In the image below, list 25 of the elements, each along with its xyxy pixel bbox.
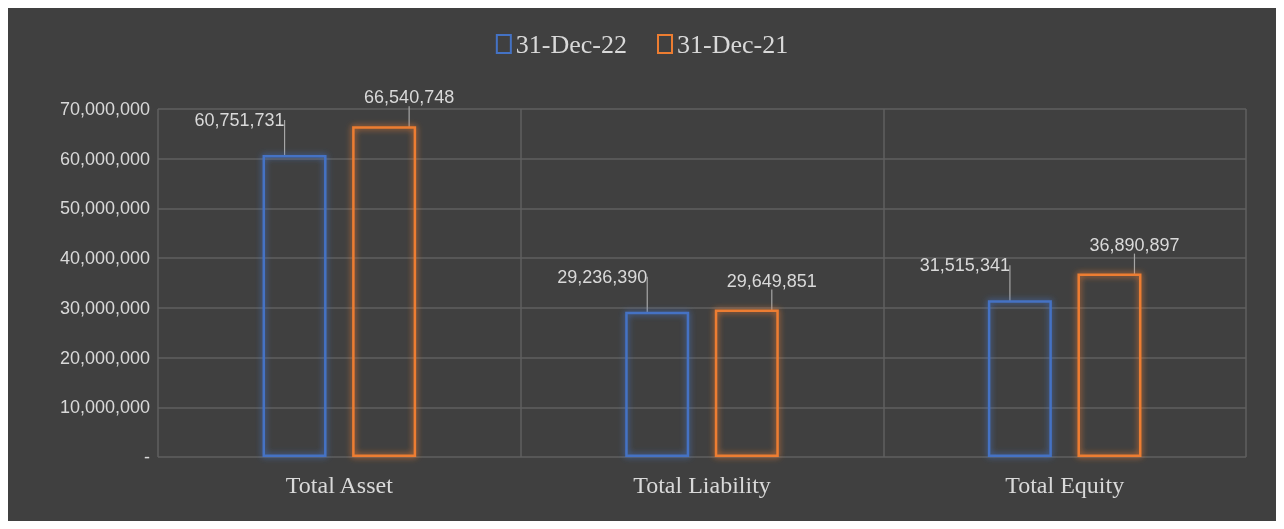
legend-label: 31-Dec-21 xyxy=(677,29,789,59)
x-tick-label: Total Liability xyxy=(633,472,771,498)
bar xyxy=(352,126,417,457)
bar xyxy=(714,309,779,457)
y-tick-label: 30,000,000 xyxy=(59,297,150,318)
y-tick-label: 60,000,000 xyxy=(59,148,150,169)
data-label: 29,236,390 xyxy=(557,266,648,287)
y-tick-label: 50,000,000 xyxy=(59,198,150,219)
bar xyxy=(625,311,690,457)
y-tick-label: 40,000,000 xyxy=(59,248,150,269)
y-tick-label: 20,000,000 xyxy=(59,347,150,368)
y-tick-label: - xyxy=(144,447,150,467)
data-label: 29,649,851 xyxy=(726,270,817,291)
bar xyxy=(987,300,1052,457)
x-tick-label: Total Asset xyxy=(285,472,394,498)
bar xyxy=(262,154,327,457)
data-label: 36,890,897 xyxy=(1089,234,1180,255)
data-label: 60,751,731 xyxy=(194,109,285,130)
data-label: 66,540,748 xyxy=(364,87,455,108)
y-tick-label: 10,000,000 xyxy=(59,397,150,418)
x-tick-label: Total Equity xyxy=(1005,472,1125,498)
bar xyxy=(1077,273,1142,457)
data-label: 31,515,341 xyxy=(919,255,1010,276)
y-tick-label: 70,000,000 xyxy=(59,99,150,119)
legend-label: 31-Dec-22 xyxy=(515,29,628,59)
